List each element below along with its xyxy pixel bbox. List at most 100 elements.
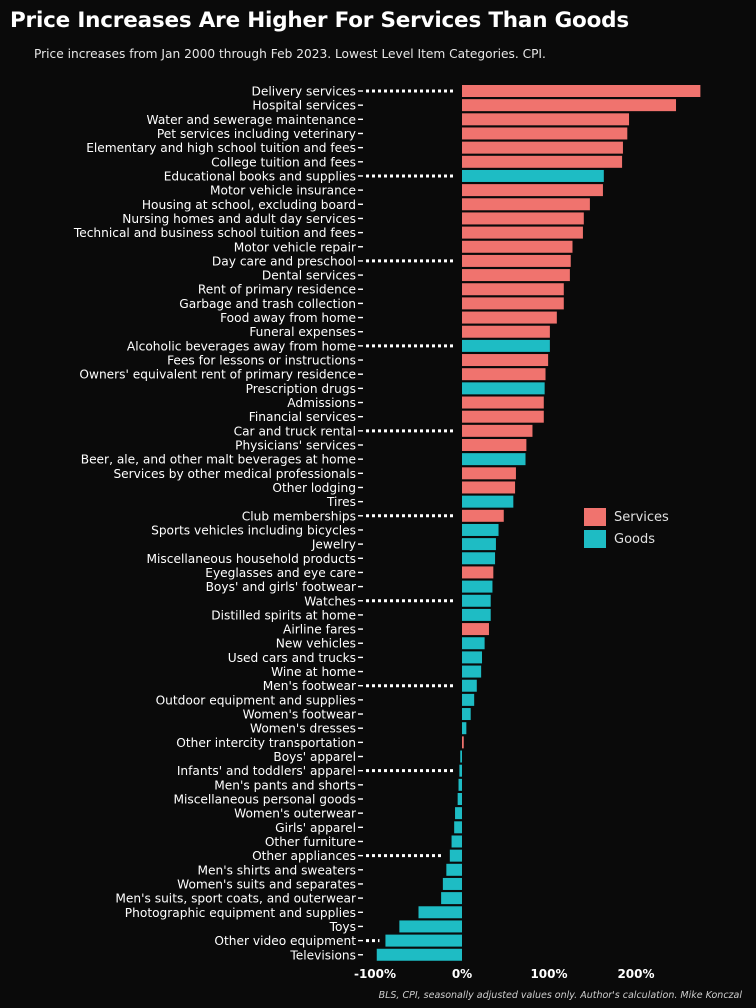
category-label: Men's suits, sport coats, and outerwear xyxy=(115,892,357,906)
category-label: Women's suits and separates xyxy=(177,877,356,891)
category-label: Eyeglasses and eye care xyxy=(205,566,356,580)
category-label: Housing at school, excluding board xyxy=(142,198,356,212)
bar xyxy=(462,566,494,579)
category-label: Nursing homes and adult day services xyxy=(122,212,356,226)
category-label: Men's pants and shorts xyxy=(214,778,356,792)
category-label: Delivery services xyxy=(252,85,356,99)
bar xyxy=(462,453,526,466)
bar xyxy=(462,240,573,253)
bar xyxy=(458,778,462,791)
bar xyxy=(459,764,462,777)
bar xyxy=(462,424,533,437)
category-label: Boys' apparel xyxy=(273,750,356,764)
bar xyxy=(376,948,462,961)
category-label: Rent of primary residence xyxy=(198,283,356,297)
bar xyxy=(462,339,550,352)
bar xyxy=(462,439,527,451)
category-label: Elementary and high school tuition and f… xyxy=(86,141,356,155)
category-label: Women's dresses xyxy=(250,722,356,736)
category-label: Miscellaneous household products xyxy=(147,552,356,566)
bar xyxy=(462,382,545,395)
bar xyxy=(457,793,462,805)
category-label: Educational books and supplies xyxy=(164,169,356,183)
category-label: Other furniture xyxy=(265,835,356,849)
legend-label-services: Services xyxy=(614,509,669,525)
category-label: Day care and preschool xyxy=(212,254,356,268)
bar xyxy=(462,523,499,536)
bar xyxy=(462,226,583,239)
bar xyxy=(462,467,516,480)
category-label: Tires xyxy=(326,495,356,509)
category-label: Hospital services xyxy=(252,99,356,113)
x-tick-label: 100% xyxy=(530,967,567,981)
bar xyxy=(462,509,504,522)
category-label: Funeral expenses xyxy=(249,325,356,339)
category-label: Other video equipment xyxy=(214,934,356,948)
category-label: Jewelry xyxy=(311,538,356,552)
category-label: Water and sewerage maintenance xyxy=(147,113,356,127)
x-tick-label: -100% xyxy=(354,967,396,981)
chart-legend: Services Goods xyxy=(584,506,669,550)
bar xyxy=(399,920,462,933)
category-label: Other intercity transportation xyxy=(176,736,356,750)
category-label: Owners' equivalent rent of primary resid… xyxy=(79,368,356,382)
category-label: Photographic equipment and supplies xyxy=(125,906,356,920)
legend-swatch-goods xyxy=(584,530,606,548)
category-label: Women's footwear xyxy=(243,708,357,722)
bar xyxy=(462,396,544,409)
bar xyxy=(462,212,584,225)
category-label: Used cars and trucks xyxy=(228,651,356,665)
bar xyxy=(449,849,462,862)
chart-subtitle: Price increases from Jan 2000 through Fe… xyxy=(34,47,546,61)
category-label: Miscellaneous personal goods xyxy=(173,793,356,807)
category-label: College tuition and fees xyxy=(211,155,356,169)
category-label: Toys xyxy=(329,920,356,934)
bar xyxy=(462,99,677,112)
category-label: Prescription drugs xyxy=(246,382,356,396)
category-label: Alcoholic beverages away from home xyxy=(127,339,356,353)
legend-label-goods: Goods xyxy=(614,531,656,547)
bar xyxy=(462,254,571,267)
x-tick-label: 200% xyxy=(617,967,654,981)
bar xyxy=(451,835,462,848)
bar xyxy=(462,580,493,593)
bar xyxy=(462,127,628,140)
category-label: Club memberships xyxy=(242,509,356,523)
legend-item-goods: Goods xyxy=(584,528,669,550)
category-label: Technical and business school tuition an… xyxy=(73,226,356,240)
bar xyxy=(462,651,483,664)
x-tick-label: 0% xyxy=(452,967,472,981)
bar xyxy=(462,623,489,636)
category-label: Sports vehicles including bicycles xyxy=(151,523,356,537)
bar xyxy=(442,877,462,890)
bar xyxy=(462,679,477,692)
category-label: Other lodging xyxy=(272,481,356,495)
bar xyxy=(462,608,491,621)
category-label: Women's outerwear xyxy=(234,807,357,821)
bar xyxy=(462,297,564,310)
category-label: Men's shirts and sweaters xyxy=(197,863,356,877)
bar xyxy=(462,368,546,381)
bar xyxy=(441,892,462,905)
bar xyxy=(462,594,491,607)
category-label: Beer, ale, and other malt beverages at h… xyxy=(81,453,356,467)
category-label: Distilled spirits at home xyxy=(211,608,356,622)
bar xyxy=(462,410,544,423)
bar xyxy=(462,637,485,650)
legend-swatch-services xyxy=(584,508,606,526)
category-label: Airline fares xyxy=(283,623,356,637)
category-label: Other appliances xyxy=(252,849,356,863)
bar xyxy=(462,708,471,721)
chart-title: Price Increases Are Higher For Services … xyxy=(10,8,629,33)
bar xyxy=(462,184,603,197)
bar xyxy=(462,311,557,324)
category-label: Boys' and girls' footwear xyxy=(206,580,357,594)
bar xyxy=(418,906,462,919)
bar xyxy=(460,750,462,763)
category-label: Financial services xyxy=(249,410,356,424)
category-label: Televisions xyxy=(289,948,356,962)
bar xyxy=(385,934,462,947)
bar xyxy=(462,325,550,338)
bar xyxy=(462,722,467,735)
bar xyxy=(462,693,475,706)
